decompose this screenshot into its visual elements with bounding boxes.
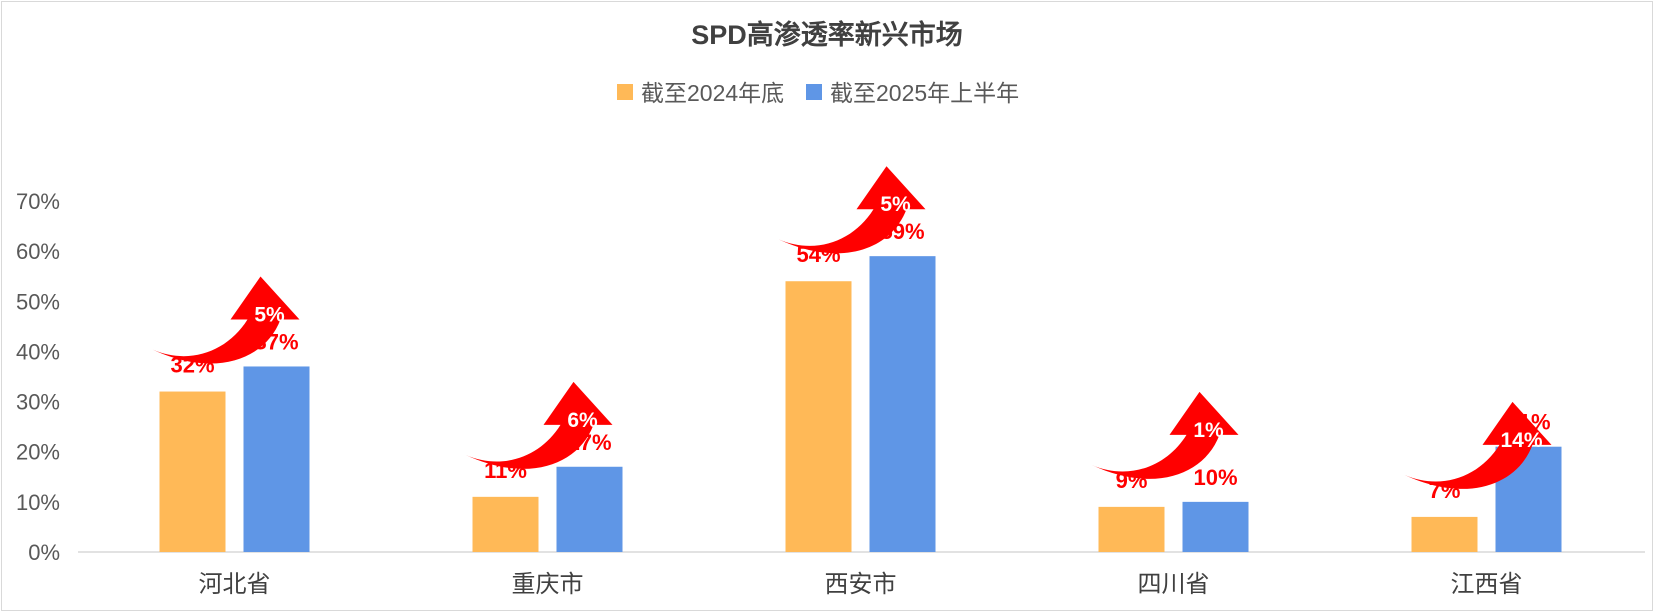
x-tick-label: 河北省	[199, 571, 271, 598]
y-tick-label: 70%	[16, 189, 60, 214]
increase-label: 14%	[1500, 429, 1542, 452]
increase-arrow: 5%	[778, 166, 926, 254]
bar-2024	[785, 281, 852, 552]
data-label-2025h1: 59%	[880, 219, 924, 244]
y-tick-label: 0%	[28, 540, 60, 565]
bar-2024	[472, 496, 539, 552]
bar-2024	[1411, 516, 1478, 552]
legend-label-2025h1: 截至2025年上半年	[830, 80, 1019, 106]
increase-label: 5%	[254, 304, 285, 327]
data-label-2025h1: 10%	[1193, 465, 1237, 490]
x-tick-label: 四川省	[1138, 571, 1210, 598]
arrow-shape	[1091, 391, 1239, 479]
increase-arrow: 1%	[1091, 391, 1239, 479]
y-tick-label: 10%	[16, 490, 60, 515]
x-tick-label: 江西省	[1451, 571, 1523, 598]
legend-label-2024: 截至2024年底	[641, 80, 784, 106]
data-label-2025h1: 37%	[254, 329, 298, 354]
bars	[159, 256, 1562, 552]
data-label-2024: 54%	[796, 242, 840, 267]
legend: 截至2024年底 截至2025年上半年	[617, 80, 1019, 106]
bar-2024	[1098, 506, 1165, 552]
arrow-shape	[778, 166, 926, 254]
increase-label: 6%	[567, 409, 598, 432]
legend-swatch-2024	[617, 84, 633, 100]
arrow-shape	[465, 381, 613, 469]
y-axis: 0% 10% 20% 30% 40% 50% 60% 70%	[16, 189, 60, 565]
y-tick-label: 30%	[16, 390, 60, 415]
y-tick-label: 50%	[16, 289, 60, 314]
x-tick-label: 西安市	[825, 571, 897, 598]
arrow-shape	[152, 276, 300, 364]
bar-2025h1	[869, 256, 936, 552]
bar-2025h1	[556, 466, 623, 552]
increase-arrow: 6%	[465, 381, 613, 469]
data-labels: 32% 37% 11% 17% 54% 59% 9% 10% 7% 21%	[170, 219, 1550, 503]
increase-arrows: 5% 6% 5% 1% 14%	[152, 166, 1552, 489]
bar-2024	[159, 391, 226, 552]
bar-2025h1	[243, 366, 310, 552]
data-label-2024: 32%	[170, 353, 214, 378]
data-label-2024: 9%	[1116, 468, 1148, 493]
increase-arrow: 5%	[152, 276, 300, 364]
increase-arrow: 14%	[1404, 401, 1552, 489]
data-label-2025h1: 21%	[1506, 410, 1550, 435]
x-axis: 河北省 重庆市 西安市 四川省 江西省	[199, 571, 1523, 598]
increase-label: 5%	[880, 193, 911, 216]
bar-2025h1	[1182, 501, 1249, 552]
increase-label: 1%	[1193, 419, 1224, 442]
y-tick-label: 60%	[16, 239, 60, 264]
legend-swatch-2025h1	[806, 84, 822, 100]
data-label-2024: 11%	[484, 458, 527, 483]
y-tick-label: 20%	[16, 440, 60, 465]
y-tick-label: 40%	[16, 339, 60, 364]
data-label-2025h1: 17%	[567, 430, 611, 455]
arrow-shape	[1404, 401, 1552, 489]
x-tick-label: 重庆市	[512, 571, 584, 598]
data-label-2024: 7%	[1429, 478, 1461, 503]
chart-title: SPD高渗透率新兴市场	[691, 19, 963, 50]
